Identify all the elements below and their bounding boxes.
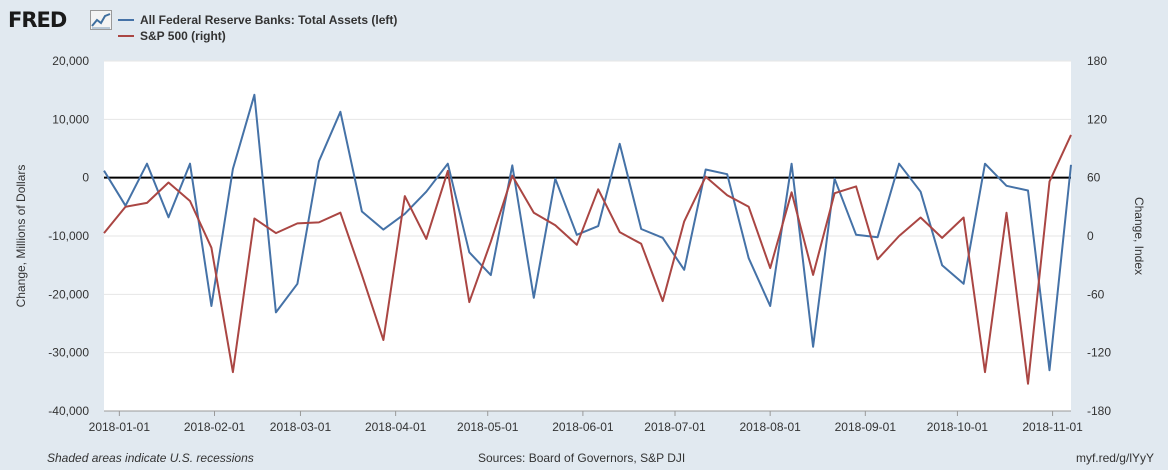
y-right-tick-label: 120 — [1087, 112, 1107, 126]
legend-swatch-total-assets — [118, 19, 134, 21]
y-left-tick-label: 20,000 — [52, 54, 89, 68]
x-tick-label: 2018-04-01 — [365, 420, 427, 434]
fred-logo[interactable]: FRED — [8, 8, 67, 32]
y-right-tick-label: 180 — [1087, 54, 1107, 68]
y-right-tick-label: -180 — [1087, 404, 1111, 418]
legend-swatch-sp500 — [118, 35, 134, 37]
series-group — [103, 93, 1072, 385]
series-line-total-assets[interactable] — [103, 93, 1072, 372]
y-left-tick-label: -30,000 — [48, 346, 89, 360]
x-tick-label: 2018-01-01 — [89, 420, 151, 434]
legend-label-sp500: S&P 500 (right) — [140, 29, 226, 43]
x-tick-label: 2018-11-01 — [1022, 420, 1083, 434]
y-axis-left: 20,000 10,000 0 -10,000 -20,000 -30,000 -40,00… — [48, 54, 89, 418]
x-tick-label: 2018-02-01 — [184, 420, 246, 434]
y-left-tick-label: 10,000 — [52, 112, 89, 126]
x-axis: 2018-01-01 2018-02-01 2018-03-01 2018-04-01… — [89, 410, 1083, 434]
y-right-tick-label: -60 — [1087, 287, 1105, 301]
x-tick-label: 2018-06-01 — [552, 420, 614, 434]
y-left-tick-label: -10,000 — [48, 229, 89, 243]
x-tick-label: 2018-05-01 — [457, 420, 519, 434]
y-right-tick-label: -120 — [1087, 346, 1111, 360]
footer-short-link[interactable]: myf.red/g/lYyY — [1075, 451, 1154, 465]
x-tick-label: 2018-10-01 — [927, 420, 989, 434]
y-left-tick-label: -40,000 — [48, 404, 89, 418]
trend-line-icon — [90, 10, 112, 30]
x-tick-label: 2018-09-01 — [835, 420, 897, 434]
legend-label-total-assets: All Federal Reserve Banks: Total Assets … — [140, 13, 398, 27]
y-right-tick-label: 60 — [1087, 171, 1101, 185]
legend-item-total-assets[interactable]: All Federal Reserve Banks: Total Assets … — [118, 13, 397, 27]
chart-header: FRED All Federal Reserve Banks: Total As… — [0, 0, 1168, 50]
y-left-tick-label: -20,000 — [48, 287, 89, 301]
y-axis-left-label: Change, Millions of Dollars — [14, 165, 28, 308]
legend-item-sp500[interactable]: S&P 500 (right) — [118, 29, 226, 43]
x-tick-label: 2018-07-01 — [644, 420, 706, 434]
footer-sources: Sources: Board of Governors, S&P DJI — [478, 451, 686, 465]
y-axis-right: 180 120 60 0 -60 -120 -180 — [1087, 54, 1111, 418]
y-left-tick-label: 0 — [82, 171, 89, 185]
y-right-tick-label: 0 — [1087, 229, 1094, 243]
x-tick-label: 2018-08-01 — [739, 420, 801, 434]
series-line-sp500[interactable] — [103, 134, 1072, 385]
y-axis-right-label: Change, Index — [1132, 197, 1146, 275]
x-tick-label: 2018-03-01 — [270, 420, 332, 434]
footer-recession-note: Shaded areas indicate U.S. recessions — [47, 451, 254, 465]
